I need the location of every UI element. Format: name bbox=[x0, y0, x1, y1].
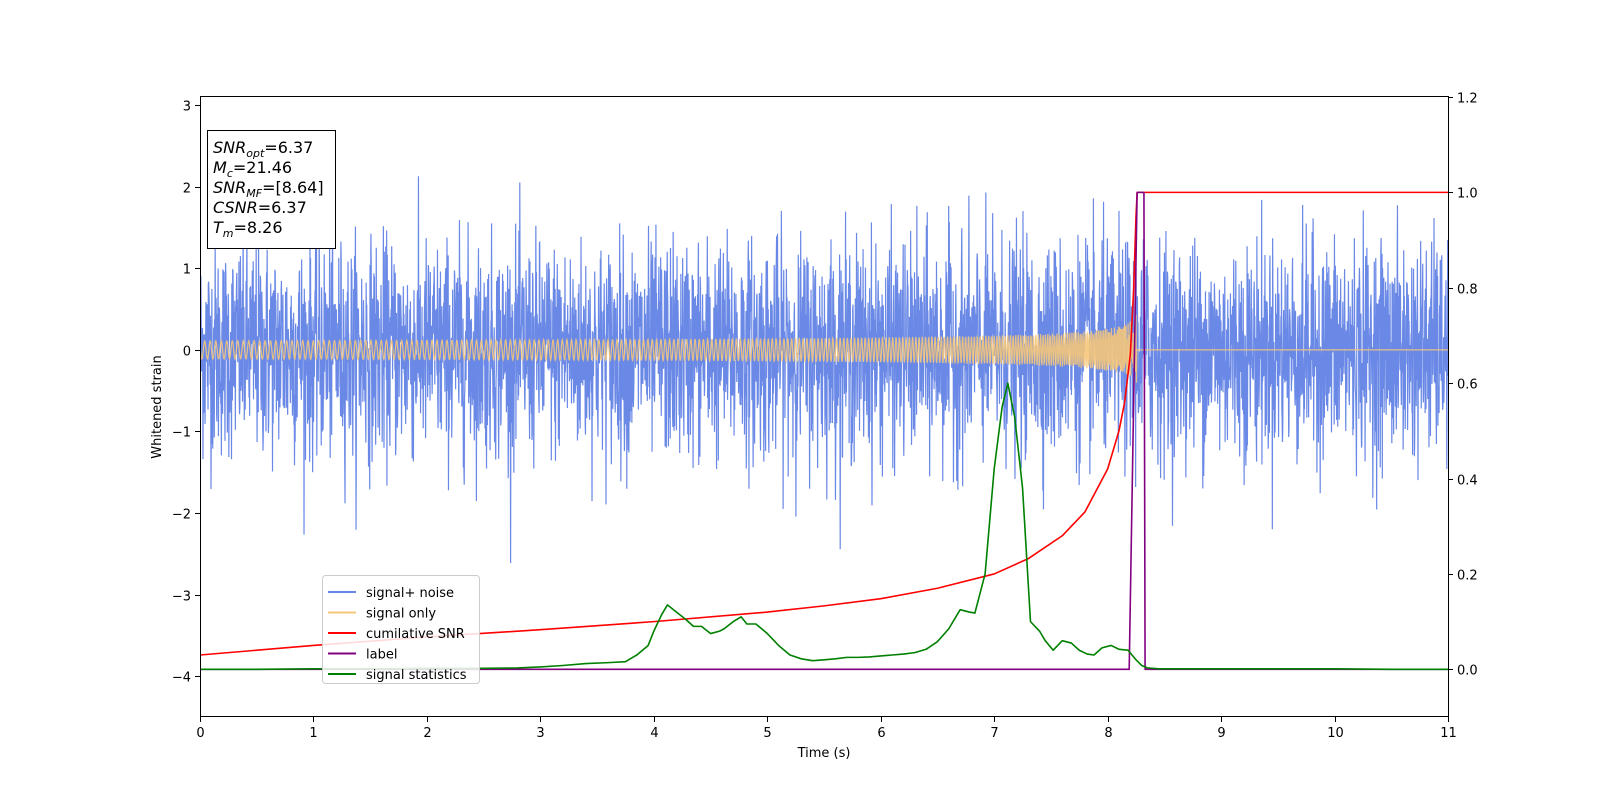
info-value: =6.37 bbox=[258, 198, 307, 217]
info-symbol: M bbox=[213, 158, 227, 177]
info-subscript: c bbox=[227, 167, 233, 180]
legend-label: signal statistics bbox=[366, 668, 467, 683]
info-line: SNRMF=[8.64] bbox=[213, 178, 324, 200]
info-value: =21.46 bbox=[233, 158, 292, 177]
y2-tick-label: 0.4 bbox=[1457, 474, 1478, 489]
series-signal-only bbox=[200, 314, 1448, 383]
series-signal-statistics bbox=[200, 382, 1448, 671]
legend-label: signal+ noise bbox=[366, 586, 454, 601]
y2-tick-label: 1.2 bbox=[1457, 92, 1478, 107]
y2-tick-label: 0.8 bbox=[1457, 283, 1478, 298]
info-value: =8.26 bbox=[234, 218, 283, 237]
info-line: CSNR=6.37 bbox=[213, 198, 307, 217]
info-symbol: T bbox=[213, 218, 224, 237]
plot-area bbox=[200, 176, 1448, 671]
x-tick-label: 10 bbox=[1327, 726, 1344, 741]
info-box-frame bbox=[207, 130, 336, 249]
plot-frame bbox=[200, 96, 1449, 717]
x-tick-label: 7 bbox=[990, 726, 998, 741]
x-tick-label: 3 bbox=[536, 726, 544, 741]
x-tick-label: 0 bbox=[196, 726, 204, 741]
y-tick-label: −3 bbox=[172, 590, 191, 605]
info-box: SNRopt=6.37Mc=21.46SNRMF=[8.64]CSNR=6.37… bbox=[207, 130, 336, 249]
legend-label: cumilative SNR bbox=[366, 627, 465, 642]
x-tick-label: 1 bbox=[309, 726, 317, 741]
axes-layer: 0 1 2 3 4 5 6 7 8 9 10 113210−1−2−3−41.21.00.80.60.… bbox=[172, 92, 1478, 742]
x-tick-label: 9 bbox=[1217, 726, 1225, 741]
y2-tick-label: 0.2 bbox=[1457, 569, 1478, 584]
info-value: =[8.64] bbox=[262, 178, 324, 197]
legend-label: signal only bbox=[366, 607, 436, 622]
y-tick-label: −1 bbox=[172, 426, 191, 441]
info-line: SNRopt=6.37 bbox=[213, 138, 313, 160]
x-tick-label: 2 bbox=[423, 726, 431, 741]
info-subscript: MF bbox=[246, 187, 262, 200]
legend: signal+ noise signal only cumilative SNR la… bbox=[322, 575, 480, 684]
x-axis-label: Time (s) bbox=[797, 746, 851, 761]
x-tick-label: 5 bbox=[763, 726, 771, 741]
y2-tick-label: 0.6 bbox=[1457, 378, 1478, 393]
x-tick-label: 11 bbox=[1440, 726, 1457, 741]
y-tick-label: 1 bbox=[183, 263, 191, 278]
x-tick-label: 8 bbox=[1104, 726, 1112, 741]
y-axis-label: Whitened strain bbox=[150, 355, 165, 458]
info-symbol: SNR bbox=[213, 138, 246, 157]
info-line: Tm=8.26 bbox=[213, 218, 283, 240]
x-tick-label: 6 bbox=[877, 726, 885, 741]
info-value: =6.37 bbox=[264, 138, 313, 157]
info-symbol: SNR bbox=[213, 178, 246, 197]
legend-frame bbox=[322, 575, 480, 684]
y2-tick-label: 0.0 bbox=[1457, 664, 1478, 679]
x-tick-label: 4 bbox=[650, 726, 658, 741]
y-tick-label: 2 bbox=[183, 182, 191, 197]
info-subscript: opt bbox=[246, 147, 265, 160]
y-tick-label: −4 bbox=[172, 671, 191, 686]
legend-label: label bbox=[366, 648, 397, 663]
y-tick-label: −2 bbox=[172, 508, 191, 523]
info-symbol: CSNR bbox=[213, 198, 258, 217]
series-layer bbox=[200, 176, 1448, 671]
y-tick-label: 0 bbox=[183, 345, 191, 360]
info-line: Mc=21.46 bbox=[213, 158, 292, 180]
y-tick-label: 3 bbox=[183, 100, 191, 115]
info-subscript: m bbox=[223, 227, 234, 240]
y2-tick-label: 1.0 bbox=[1457, 187, 1478, 202]
